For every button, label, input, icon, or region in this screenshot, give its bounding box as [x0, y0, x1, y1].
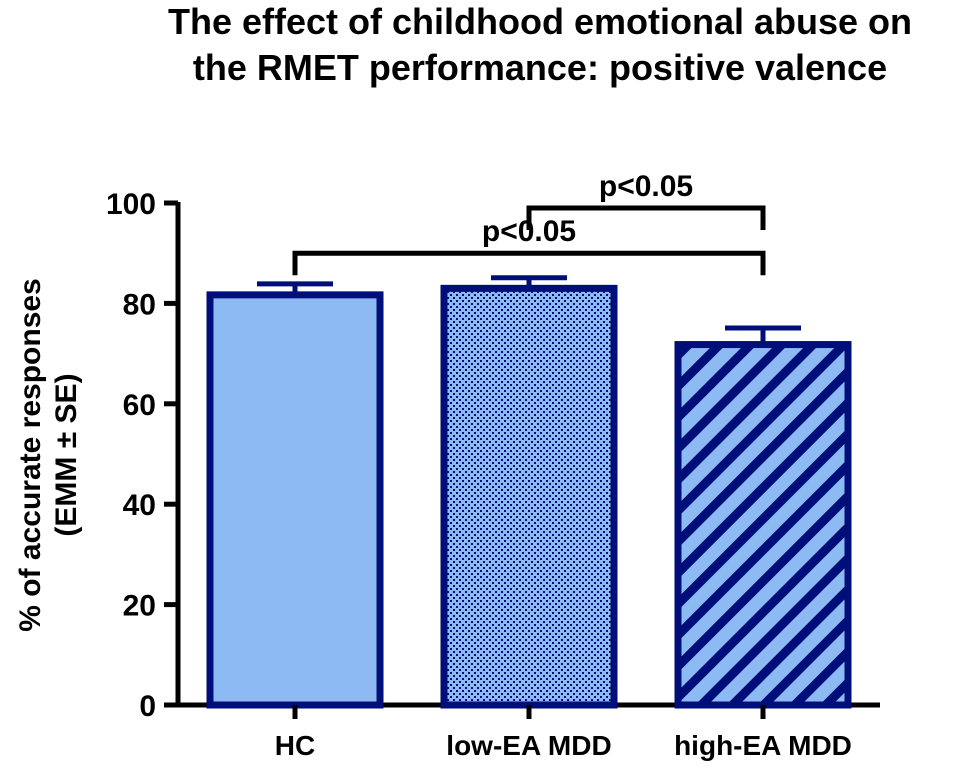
y-tick-label: 40	[123, 489, 156, 522]
x-tick-label: HC	[275, 730, 315, 761]
bar	[206, 291, 384, 709]
bars: HC low-EA MDD high-EA MDD	[206, 275, 852, 761]
y-tick-label: 20	[123, 590, 156, 623]
y-tick-label: 60	[123, 389, 156, 422]
bar	[674, 341, 852, 709]
x-tick-label: low-EA MDD	[446, 730, 611, 761]
significance-bracket	[292, 250, 766, 276]
y-axis-label-line-1: % of accurate responses	[14, 278, 47, 631]
chart-title-line-1: The effect of childhood emotional abuse …	[168, 1, 912, 42]
y-axis-label-line-2: (EMM ± SE)	[50, 373, 83, 536]
x-tick-label: high-EA MDD	[674, 730, 852, 761]
y-tick-label: 100	[106, 188, 156, 221]
significance-label: p<0.05	[599, 170, 693, 203]
bar	[440, 284, 618, 709]
significance-annotations: p<0.05p<0.05	[292, 170, 766, 276]
y-tick-label: 0	[139, 690, 156, 723]
chart-title-line-2: the RMET performance: positive valence	[193, 47, 887, 88]
y-tick-label: 80	[123, 288, 156, 321]
significance-bracket	[526, 205, 766, 231]
